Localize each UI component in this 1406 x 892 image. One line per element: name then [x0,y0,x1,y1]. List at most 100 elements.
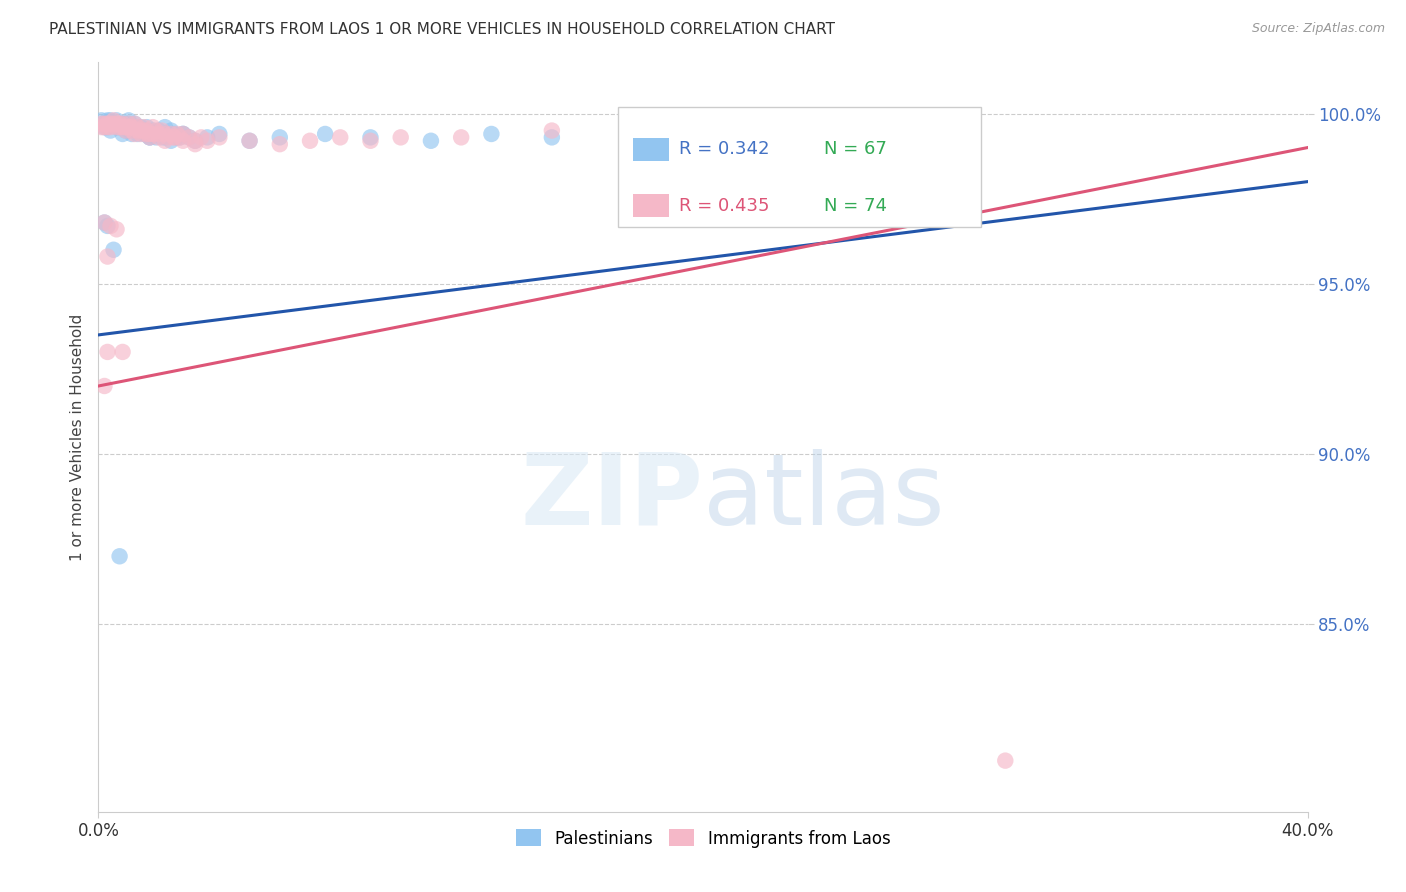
Point [93,379,115,393]
Point [111,345,134,359]
Point [172,134,194,148]
Point [360,134,382,148]
Point [90,113,112,128]
Point [93,215,115,229]
Point [124,117,146,131]
Point [118,113,141,128]
Point [127,120,149,135]
Point [118,123,141,137]
Point [118,117,141,131]
Bar [633,194,669,217]
Point [100,117,122,131]
Point [96,120,118,135]
Point [139,130,162,145]
Point [139,130,162,145]
Point [135,127,157,141]
Point [139,130,162,145]
Point [100,219,122,233]
Point [114,117,136,131]
Point [844,113,866,128]
Point [692,123,714,137]
Point [121,120,143,135]
Point [156,127,179,141]
Text: Source: ZipAtlas.com: Source: ZipAtlas.com [1251,22,1385,36]
Point [166,130,188,145]
Point [540,123,562,137]
Point [96,345,118,359]
Point [114,123,136,137]
Point [111,127,134,141]
FancyBboxPatch shape [619,107,981,227]
Point [93,117,115,131]
Point [108,120,131,135]
Point [96,250,118,264]
Point [129,127,152,141]
Point [142,127,165,141]
Point [160,134,183,148]
Point [93,120,115,135]
Point [360,130,382,145]
Point [96,117,118,131]
Point [179,130,201,145]
Point [160,123,183,137]
Text: PALESTINIAN VS IMMIGRANTS FROM LAOS 1 OR MORE VEHICLES IN HOUSEHOLD CORRELATION : PALESTINIAN VS IMMIGRANTS FROM LAOS 1 OR… [49,22,835,37]
Text: atlas: atlas [703,449,945,546]
Point [93,215,115,229]
Point [103,117,125,131]
Point [135,123,157,137]
Point [179,130,201,145]
Point [96,120,118,135]
Point [103,117,125,131]
Point [135,127,157,141]
Point [145,127,167,141]
Point [108,549,131,564]
Point [100,123,122,137]
Point [169,130,191,145]
Point [100,113,122,128]
Point [124,127,146,141]
Point [129,123,152,137]
Point [129,123,152,137]
Point [269,130,291,145]
Point [148,123,170,137]
Point [127,123,149,137]
Point [96,113,118,128]
Legend: Palestinians, Immigrants from Laos: Palestinians, Immigrants from Laos [508,821,898,855]
Point [121,123,143,137]
Point [163,130,186,145]
Point [129,120,152,135]
Point [314,127,336,141]
Point [114,120,136,135]
Point [127,120,149,135]
Point [389,130,412,145]
Point [150,130,173,145]
Point [111,117,134,131]
Point [100,120,122,135]
Text: R = 0.435: R = 0.435 [679,197,769,215]
Point [172,127,194,141]
Point [148,127,170,141]
Point [132,123,155,137]
Point [114,123,136,137]
Point [184,134,207,148]
Point [172,127,194,141]
Point [93,117,115,131]
Point [160,127,183,141]
Point [184,137,207,152]
Point [420,134,443,148]
Point [90,120,112,135]
Point [135,120,157,135]
Y-axis label: 1 or more Vehicles in Household: 1 or more Vehicles in Household [69,313,84,561]
Point [148,127,170,141]
Point [329,130,352,145]
Point [105,113,128,128]
Point [103,243,125,257]
Point [108,120,131,135]
Point [269,137,291,152]
Point [163,127,186,141]
Point [150,123,173,137]
Point [172,127,194,141]
Point [111,120,134,135]
Point [105,120,128,135]
Point [124,117,146,131]
